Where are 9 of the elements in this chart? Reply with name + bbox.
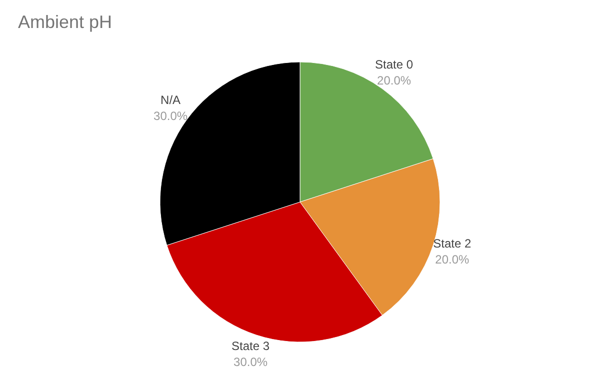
data-label: 30.0% xyxy=(154,108,188,123)
slice-label: State 3 xyxy=(232,339,270,354)
slice-label: State 0 xyxy=(375,58,414,72)
data-label: 20.0% xyxy=(435,252,470,266)
data-label: 30.0% xyxy=(234,355,268,370)
slice-label: State 2 xyxy=(433,236,472,250)
slice-label: N/A xyxy=(160,92,181,107)
data-label: 20.0% xyxy=(377,74,412,88)
chart-title: Ambient pH xyxy=(18,12,112,32)
